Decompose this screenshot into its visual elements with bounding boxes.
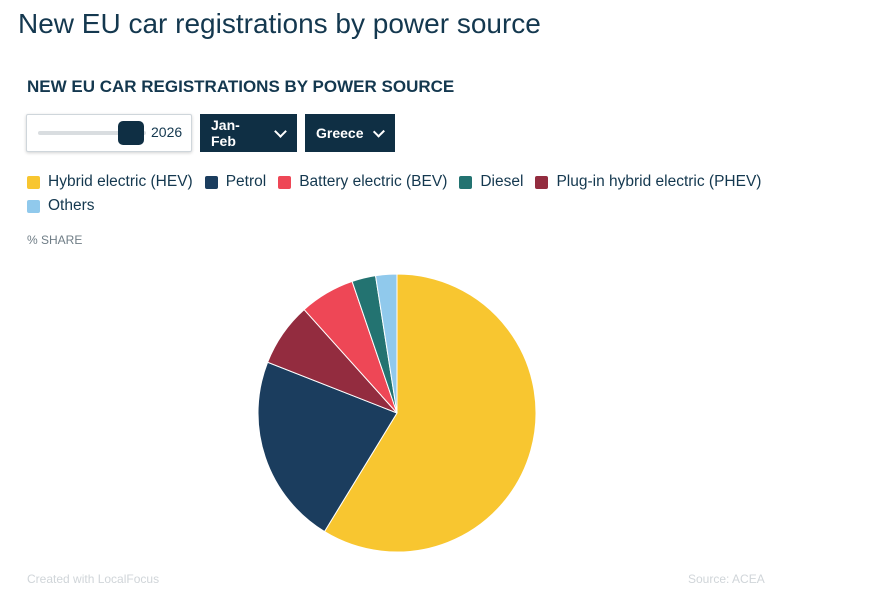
legend-swatch (459, 175, 473, 189)
legend-swatch (27, 199, 40, 213)
year-slider[interactable]: 2026 (26, 114, 192, 152)
legend-label: Hybrid electric (HEV) (48, 173, 193, 190)
legend-swatch (204, 175, 218, 189)
filter-controls: 2026 Jan-Feb Greece (26, 114, 395, 152)
pie-slice-hybrid-electric-hev[interactable] (323, 273, 537, 553)
legend-item-diesel[interactable]: Diesel (459, 172, 523, 192)
page-title: New EU car registrations by power source (18, 8, 541, 39)
year-slider-handle[interactable] (118, 121, 144, 145)
period-dropdown-label: Jan-Feb (211, 117, 240, 149)
legend-item-hev[interactable]: Hybrid electric (HEV) (27, 172, 193, 192)
source-text: Source: ACEA (688, 572, 765, 586)
chart-title: NEW EU CAR REGISTRATIONS BY POWER SOURCE (27, 77, 455, 96)
pie-slice-others[interactable] (374, 273, 398, 414)
legend-item-others[interactable]: Others (27, 196, 95, 216)
legend-label: Battery electric (BEV) (299, 173, 448, 190)
year-slider-track[interactable] (38, 131, 146, 135)
legend-swatch (278, 175, 292, 189)
legend: Hybrid electric (HEV) Petrol Battery ele… (27, 172, 827, 216)
credit-text: Created with LocalFocus (27, 572, 160, 586)
pie-slice-petrol[interactable] (257, 361, 398, 533)
legend-label: Petrol (225, 173, 267, 190)
legend-item-bev[interactable]: Battery electric (BEV) (278, 172, 447, 192)
legend-label: Others (48, 197, 95, 214)
legend-swatch (535, 175, 549, 189)
unit-label: % SHARE (27, 233, 83, 247)
legend-item-petrol[interactable]: Petrol (204, 172, 267, 192)
country-dropdown-label: Greece (316, 125, 364, 141)
legend-label: Plug-in hybrid electric (PHEV) (556, 173, 762, 190)
country-dropdown[interactable]: Greece (305, 114, 395, 152)
year-slider-value: 2026 (151, 124, 183, 140)
period-dropdown[interactable]: Jan-Feb (200, 114, 297, 152)
legend-swatch (27, 175, 40, 189)
legend-label: Diesel (480, 173, 524, 190)
legend-item-phev[interactable]: Plug-in hybrid electric (PHEV) (535, 172, 761, 192)
